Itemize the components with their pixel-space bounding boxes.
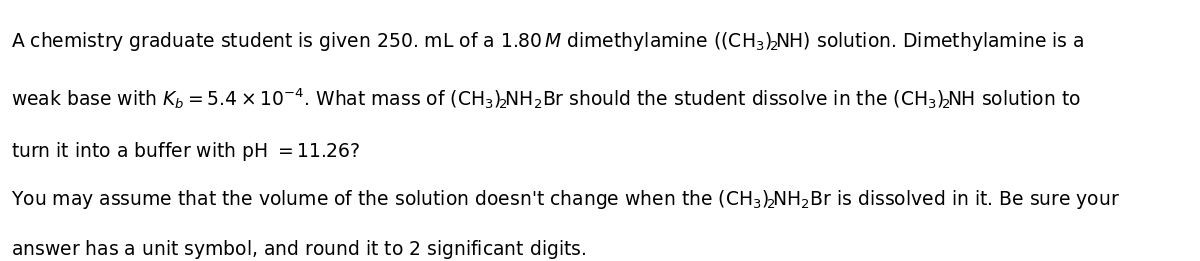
Text: weak base with $K_b = 5.4 \times 10^{-4}$. What mass of $\left(\mathrm{CH_3}\rig: weak base with $K_b = 5.4 \times 10^{-4}… [12, 87, 1081, 111]
Text: turn it into a buffer with pH $= 11.26$?: turn it into a buffer with pH $= 11.26$? [12, 140, 360, 163]
Text: You may assume that the volume of the solution doesn't change when the $\left(\m: You may assume that the volume of the so… [12, 188, 1121, 211]
Text: A chemistry graduate student is given 250. mL of a 1.80$\,M$ dimethylamine $\lef: A chemistry graduate student is given 25… [12, 30, 1085, 53]
Text: answer has a unit symbol, and round it to $2$ significant digits.: answer has a unit symbol, and round it t… [12, 238, 587, 261]
